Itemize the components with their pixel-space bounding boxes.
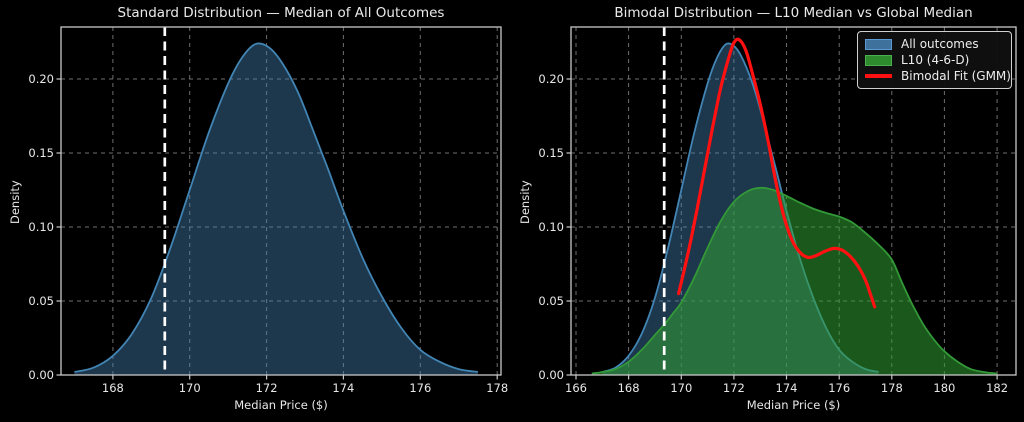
density-fill-l10-4-6-d (591, 187, 998, 375)
y-tick-label: 0.00 (28, 368, 54, 382)
blue-patch-swatch (865, 38, 892, 50)
right-y-axis-label: Density (518, 180, 532, 224)
y-tick-label: 0.20 (538, 72, 564, 86)
x-tick-label: 178 (881, 381, 903, 395)
chart-0: 168 170 172 174 176 178 0.00 0.05 0.10 0.15 0.20 (28, 26, 508, 395)
left-y-axis-label: Density (8, 180, 22, 224)
x-tick-label: 170 (179, 381, 201, 395)
legend-label: L10 (4-6-D) (901, 53, 970, 67)
x-tick-label: 176 (828, 381, 850, 395)
density-edge-l10-4-6-d (591, 186, 998, 375)
y-tick-label: 0.15 (28, 146, 54, 160)
x-tick-label: 168 (618, 381, 640, 395)
legend-label: All outcomes (901, 37, 979, 51)
y-tick-label: 0.00 (538, 368, 564, 382)
legend-item-l10: L10 (4-6-D) (865, 52, 1004, 68)
legend-item-bimodal-fit: Bimodal Fit (GMM) (865, 68, 1011, 84)
chart-1: 166 168 170 172 174 176 178 180 182 0.00 0.05 0.10 0… (538, 26, 1017, 395)
green-patch-swatch (865, 54, 892, 66)
legend: All outcomes L10 (4-6-D) Bimodal Fit (GM… (857, 31, 1012, 89)
left-x-axis-label: Median Price ($) (234, 398, 328, 412)
right-chart-title: Bimodal Distribution — L10 Median vs Glo… (614, 5, 973, 21)
x-tick-label: 182 (986, 381, 1008, 395)
y-tick-label: 0.10 (538, 220, 564, 234)
x-tick-label: 176 (409, 381, 431, 395)
axes-frame (60, 26, 502, 376)
left-chart-title: Standard Distribution — Median of All Ou… (117, 5, 445, 21)
x-tick-label: 172 (723, 381, 745, 395)
right-x-axis-label: Median Price ($) (746, 398, 841, 412)
x-tick-label: 178 (486, 381, 508, 395)
x-tick-label: 180 (933, 381, 955, 395)
y-tick-label: 0.15 (538, 146, 564, 160)
red-line-swatch (865, 74, 892, 78)
x-tick-label: 170 (670, 381, 692, 395)
y-tick-label: 0.10 (28, 220, 54, 234)
x-tick-label: 168 (102, 381, 124, 395)
x-tick-label: 166 (565, 381, 587, 395)
y-tick-label: 0.05 (538, 294, 564, 308)
x-tick-label: 172 (256, 381, 278, 395)
y-tick-label: 0.05 (28, 294, 54, 308)
y-tick-label: 0.20 (28, 72, 54, 86)
density-fill-all-outcomes (74, 43, 478, 376)
fit-line-bimodal-fit-gmm (677, 37, 877, 309)
density-edge-all-outcomes (74, 42, 479, 373)
legend-item-all-outcomes: All outcomes (865, 36, 1004, 52)
x-tick-label: 174 (332, 381, 354, 395)
legend-label: Bimodal Fit (GMM) (901, 69, 1011, 83)
axes-frame (570, 26, 1017, 376)
x-tick-label: 174 (776, 381, 798, 395)
